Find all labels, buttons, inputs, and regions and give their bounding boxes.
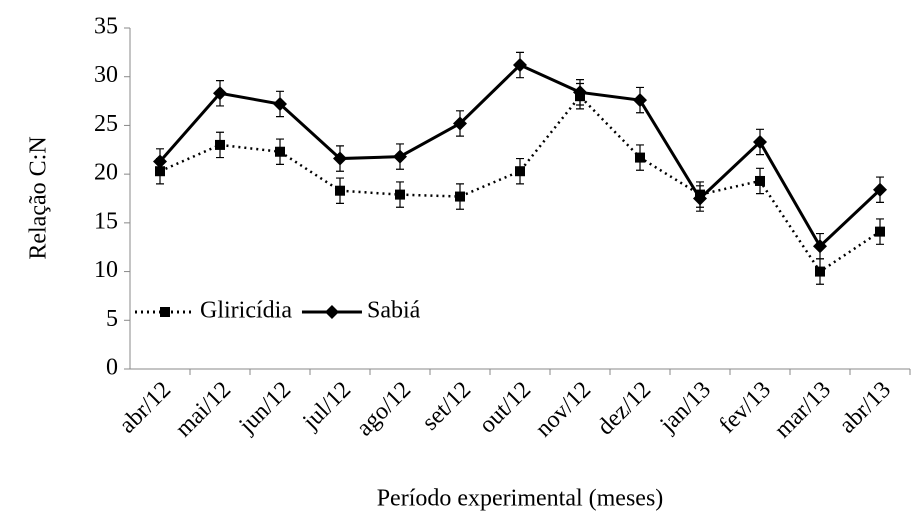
data-point — [755, 175, 765, 186]
data-point — [753, 134, 767, 149]
x-tick-label: dez/12 — [593, 377, 657, 441]
data-point — [215, 139, 225, 150]
x-tick-label: nov/12 — [531, 377, 597, 443]
data-point — [275, 146, 285, 157]
legend-label: Sabiá — [367, 298, 421, 324]
legend-label: Gliricídia — [200, 298, 292, 324]
y-tick-label: 35 — [94, 14, 118, 40]
data-point — [453, 116, 467, 131]
x-tick-label: fev/13 — [714, 377, 776, 439]
x-tick-label: mar/13 — [770, 377, 836, 443]
y-tick-label: 10 — [94, 257, 118, 283]
data-point — [395, 189, 405, 200]
y-tick-label: 30 — [94, 62, 118, 88]
x-tick-label: jun/12 — [234, 377, 296, 439]
data-point — [213, 86, 227, 101]
x-tick-label: abr/13 — [834, 377, 896, 439]
data-point — [513, 58, 527, 73]
y-tick-label: 25 — [94, 111, 118, 137]
data-point — [873, 182, 887, 197]
data-point — [635, 152, 645, 163]
data-point — [573, 85, 587, 100]
data-point — [693, 191, 707, 206]
data-point — [335, 185, 345, 196]
y-tick-label: 20 — [94, 160, 118, 186]
x-tick-label: out/12 — [474, 377, 536, 439]
x-tick-label: abr/12 — [114, 377, 176, 439]
data-point — [455, 191, 465, 202]
data-point — [875, 226, 885, 237]
x-tick-label: jan/13 — [655, 377, 717, 439]
data-point — [333, 151, 347, 166]
data-point — [815, 266, 825, 277]
data-point — [515, 166, 525, 177]
legend-marker — [324, 305, 339, 319]
data-point — [153, 154, 167, 169]
x-tick-label: set/12 — [417, 377, 476, 436]
data-point — [393, 149, 407, 164]
y-tick-label: 15 — [94, 208, 118, 234]
x-tick-label: ago/12 — [352, 377, 417, 442]
x-tick-label: mai/12 — [171, 377, 237, 443]
data-point — [633, 93, 647, 108]
x-tick-label: jul/12 — [297, 377, 356, 436]
legend-marker — [160, 307, 170, 317]
data-point — [273, 96, 287, 111]
y-axis-title: Relação C:N — [26, 136, 52, 259]
x-axis-title: Período experimental (meses) — [377, 486, 664, 512]
y-tick-label: 0 — [106, 355, 118, 381]
y-tick-label: 5 — [106, 306, 118, 332]
data-point — [813, 239, 827, 254]
series-line — [158, 63, 882, 249]
